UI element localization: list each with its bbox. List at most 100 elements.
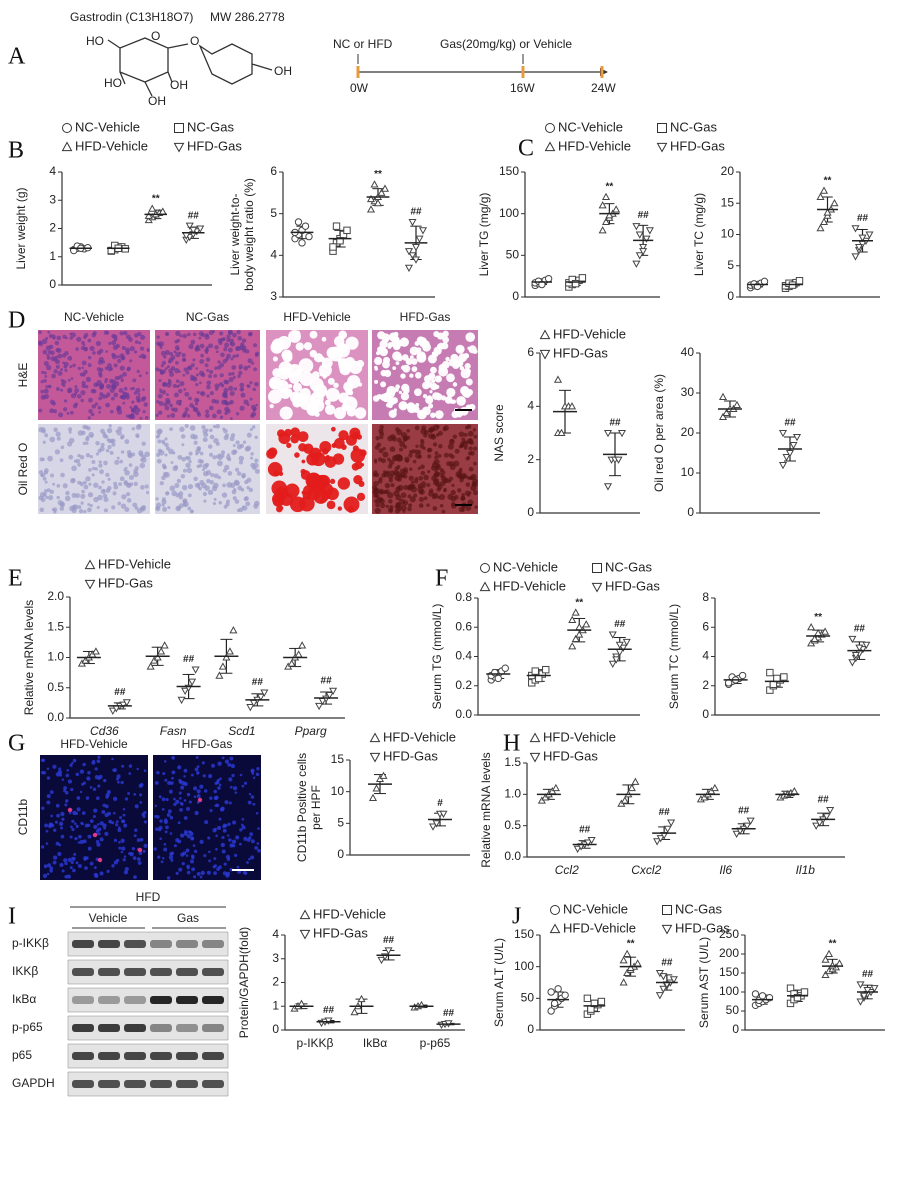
micrograph-feature bbox=[156, 341, 161, 346]
legend-label: HFD-Gas bbox=[553, 345, 608, 360]
structure: Gastrodin (C13H18O7) MW 286.2778 HO O O … bbox=[70, 10, 292, 108]
nucleus bbox=[49, 790, 54, 794]
micrograph-feature bbox=[158, 410, 163, 415]
nucleus bbox=[66, 874, 71, 879]
micrograph-feature bbox=[98, 356, 104, 362]
data-point bbox=[189, 226, 198, 235]
nucleus bbox=[80, 821, 84, 825]
micrograph-feature bbox=[80, 493, 86, 499]
micrograph-feature bbox=[83, 369, 88, 375]
micrograph-feature bbox=[466, 424, 472, 429]
micrograph-feature bbox=[292, 398, 302, 408]
micrograph-feature bbox=[278, 432, 291, 445]
data-point bbox=[551, 783, 560, 792]
y-tick-label: 3 bbox=[49, 192, 56, 206]
micrograph-feature bbox=[290, 427, 300, 437]
micrograph-feature bbox=[317, 384, 322, 389]
micrograph-feature bbox=[179, 381, 185, 387]
nucleus bbox=[254, 846, 258, 850]
data-point bbox=[301, 222, 310, 230]
micrograph-feature bbox=[470, 473, 477, 481]
micrograph-feature bbox=[89, 454, 93, 459]
data-point bbox=[598, 201, 607, 209]
nucleus bbox=[221, 849, 226, 854]
micrograph-feature bbox=[373, 458, 378, 462]
micrograph-feature bbox=[322, 448, 329, 455]
micrograph-feature bbox=[212, 482, 219, 489]
micrograph-feature bbox=[425, 380, 433, 388]
significance-label: ## bbox=[659, 807, 671, 818]
nucleus bbox=[82, 781, 87, 785]
micrograph-feature bbox=[110, 409, 114, 414]
micrograph-feature bbox=[376, 442, 382, 448]
atom-label: OH bbox=[148, 94, 166, 108]
micrograph-feature bbox=[358, 480, 365, 487]
nucleus bbox=[122, 808, 126, 811]
nucleus bbox=[252, 776, 256, 779]
legend-marker bbox=[591, 582, 603, 593]
micrograph-feature bbox=[220, 450, 226, 455]
micrograph-feature bbox=[56, 495, 60, 500]
micrograph-feature bbox=[121, 494, 127, 500]
micrograph-feature bbox=[229, 482, 236, 489]
micrograph-feature bbox=[406, 428, 410, 433]
nucleus bbox=[101, 809, 106, 814]
y-tick-label: 200 bbox=[719, 946, 739, 960]
nucleus bbox=[201, 761, 205, 765]
y-tick-label: 1 bbox=[272, 998, 279, 1012]
micrograph-feature bbox=[402, 337, 407, 342]
legend-marker bbox=[539, 349, 551, 360]
micrograph-feature bbox=[111, 333, 116, 339]
nucleus bbox=[207, 836, 211, 840]
micrograph-feature bbox=[125, 334, 131, 340]
micrograph-feature bbox=[400, 373, 406, 379]
micrograph-feature bbox=[434, 469, 438, 473]
data-point bbox=[329, 243, 337, 251]
image-column-label: NC-Gas bbox=[186, 310, 229, 324]
micrograph-feature bbox=[434, 455, 439, 460]
data-point bbox=[554, 985, 562, 993]
nucleus bbox=[235, 835, 240, 840]
micrograph-feature bbox=[166, 393, 169, 396]
micrograph-feature bbox=[201, 424, 206, 430]
data-point bbox=[575, 623, 584, 631]
micrograph-feature bbox=[435, 410, 444, 419]
micrograph-feature bbox=[454, 448, 460, 454]
micrograph-feature bbox=[203, 499, 207, 503]
micrograph-feature bbox=[253, 343, 258, 348]
significance-label: ## bbox=[614, 619, 626, 630]
micrograph-feature bbox=[420, 470, 426, 476]
data-point bbox=[639, 243, 648, 252]
micrograph-feature bbox=[417, 449, 422, 455]
micrograph-feature bbox=[118, 482, 122, 486]
significance-label: ## bbox=[784, 418, 796, 429]
micrograph-feature bbox=[205, 346, 209, 350]
nucleus bbox=[58, 843, 62, 847]
nucleus bbox=[77, 841, 81, 844]
micrograph-feature bbox=[234, 499, 240, 504]
micrograph-feature bbox=[379, 347, 388, 357]
significance-label: ## bbox=[321, 675, 333, 686]
y-axis-label: Relative mRNA levels bbox=[479, 752, 493, 867]
micrograph-feature bbox=[74, 388, 80, 393]
micrograph-feature bbox=[408, 483, 415, 490]
micrograph-feature bbox=[398, 390, 403, 395]
blot-band bbox=[176, 996, 198, 1004]
nucleus bbox=[166, 876, 171, 880]
legend-marker bbox=[174, 123, 184, 133]
micrograph-feature bbox=[339, 363, 351, 376]
blot-band bbox=[150, 1052, 172, 1060]
nucleus bbox=[116, 777, 120, 781]
y-tick-label: 100 bbox=[499, 206, 519, 220]
micrograph-feature bbox=[374, 367, 379, 371]
y-tick-label: 4 bbox=[270, 248, 277, 262]
micrograph-feature bbox=[204, 413, 210, 419]
y-tick-label: 20 bbox=[681, 425, 695, 439]
micrograph-feature bbox=[88, 408, 93, 414]
data-point bbox=[778, 461, 788, 470]
nucleus bbox=[213, 789, 218, 794]
micrograph-feature bbox=[132, 378, 137, 383]
nucleus bbox=[220, 842, 225, 848]
data-point bbox=[619, 644, 628, 652]
